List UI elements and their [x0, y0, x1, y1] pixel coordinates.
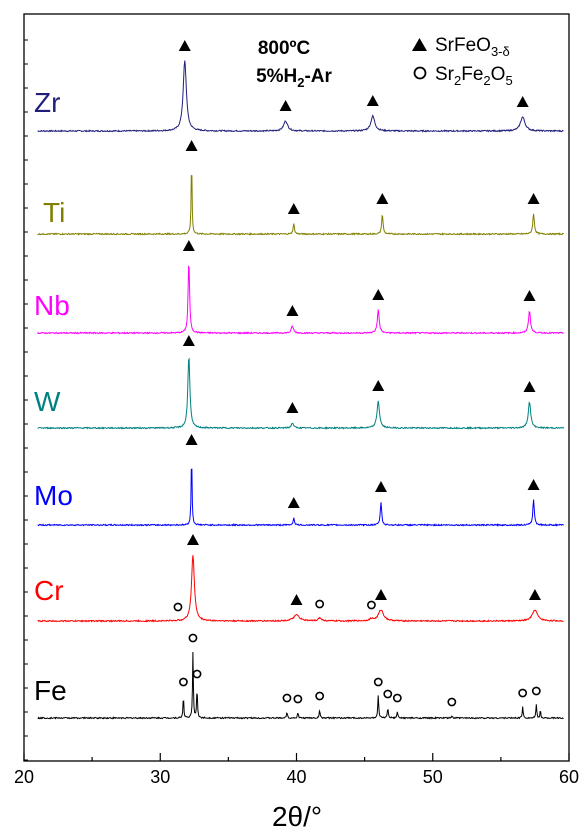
series-line-ti — [38, 176, 564, 235]
peak-marker-triangle — [375, 589, 387, 600]
series-line-mo — [38, 469, 564, 525]
peak-marker-circle — [189, 634, 196, 641]
peak-marker-circle — [180, 678, 187, 685]
peak-marker-triangle — [286, 402, 298, 413]
sample-label-zr: Zr — [34, 87, 60, 118]
peak-marker-circle — [533, 687, 540, 694]
legend-circle-icon — [415, 68, 426, 79]
peak-marker-triangle — [288, 203, 300, 214]
peak-marker-triangle — [280, 100, 292, 111]
peak-marker-triangle — [186, 140, 198, 151]
sample-label-fe: Fe — [34, 675, 67, 706]
x-tick-label: 60 — [559, 767, 579, 787]
x-tick-label: 30 — [150, 767, 170, 787]
peak-marker-circle — [174, 603, 181, 610]
atmosphere-label: 5%H2-Ar — [256, 66, 332, 90]
peak-marker-triangle — [186, 434, 198, 445]
peak-marker-circle — [519, 689, 526, 696]
peak-marker-circle — [368, 601, 375, 608]
peak-marker-triangle — [367, 95, 379, 106]
peak-marker-circle — [283, 694, 290, 701]
sample-labels: Zr Ti Nb W Mo Cr Fe — [34, 87, 73, 706]
x-axis-ticks: 20 30 40 50 60 — [14, 753, 579, 787]
peak-marker-triangle — [528, 479, 540, 490]
legend-entry-srfeo3: SrFeO3-δ — [435, 35, 510, 59]
peak-marker-circle — [193, 670, 200, 677]
legend-entry-sr2fe2o5: Sr2Fe2O5 — [435, 64, 513, 88]
series-line-nb — [38, 267, 564, 334]
peak-marker-circle — [394, 694, 401, 701]
x-axis-label: 2θ/° — [272, 801, 322, 832]
peak-marker-triangle — [375, 481, 387, 492]
peak-marker-circle — [294, 695, 301, 702]
peak-marker-circle — [316, 692, 323, 699]
peak-marker-triangle — [372, 380, 384, 391]
peak-marker-circle — [375, 678, 382, 685]
sample-label-nb: Nb — [34, 290, 70, 321]
peak-marker-triangle — [523, 290, 535, 301]
peak-marker-triangle — [286, 305, 298, 316]
peak-markers — [174, 40, 541, 706]
peak-marker-triangle — [528, 193, 540, 204]
peak-marker-circle — [448, 698, 455, 705]
series-line-fe — [38, 652, 564, 719]
series-line-cr — [38, 555, 564, 621]
peak-marker-triangle — [288, 497, 300, 508]
legend-triangle-icon — [412, 38, 427, 51]
peak-marker-triangle — [529, 589, 541, 600]
sample-label-cr: Cr — [34, 575, 64, 606]
peak-marker-triangle — [179, 40, 191, 51]
x-tick-label: 40 — [286, 767, 306, 787]
peak-marker-triangle — [183, 240, 195, 251]
peak-marker-circle — [316, 600, 323, 607]
peak-marker-triangle — [187, 534, 199, 545]
series-line-w — [38, 359, 564, 429]
peak-marker-triangle — [517, 96, 529, 107]
peak-marker-triangle — [376, 193, 388, 204]
peak-marker-circle — [384, 690, 391, 697]
legend: SrFeO3-δ Sr2Fe2O5 — [412, 35, 513, 88]
series-group — [38, 61, 564, 719]
series-line-zr — [38, 61, 564, 132]
sample-label-w: W — [34, 386, 61, 417]
sample-label-mo: Mo — [34, 480, 73, 511]
peak-marker-triangle — [183, 335, 195, 346]
x-tick-label: 50 — [423, 767, 443, 787]
x-tick-label: 20 — [14, 767, 34, 787]
peak-marker-triangle — [372, 289, 384, 300]
plot-frame — [24, 14, 569, 761]
temperature-label: 800ºC — [258, 38, 311, 59]
peak-marker-triangle — [291, 594, 303, 605]
peak-marker-triangle — [523, 381, 535, 392]
sample-label-ti: Ti — [43, 197, 65, 228]
